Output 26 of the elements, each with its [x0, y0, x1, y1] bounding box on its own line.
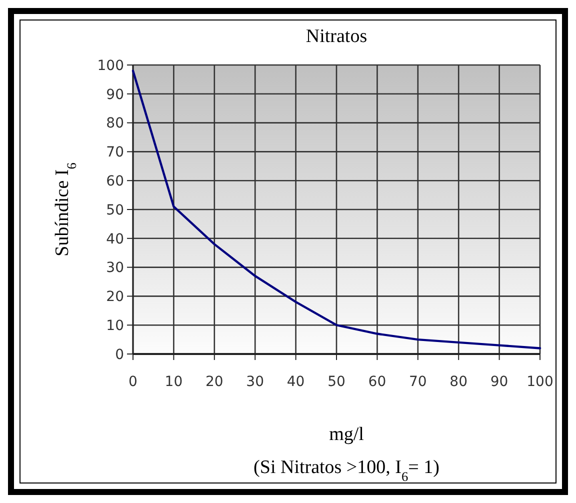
x-tick-label: 50 [328, 374, 346, 390]
y-tick-label: 80 [106, 116, 124, 132]
y-tick-label: 40 [106, 231, 124, 248]
x-tick-label: 0 [128, 374, 138, 390]
y-tick-label: 10 [106, 318, 124, 334]
y-tick-label: 60 [106, 174, 124, 190]
x-tick-label: 20 [205, 374, 224, 390]
x-tick-label: 30 [246, 374, 264, 390]
x-tick-label: 100 [526, 374, 554, 390]
x-tick-label: 40 [286, 374, 305, 390]
y-tick-label: 100 [97, 58, 124, 74]
x-tick-label: 60 [368, 374, 386, 390]
y-tick-label: 0 [115, 346, 124, 363]
x-tick-label: 90 [490, 374, 508, 390]
chart-title: Nitratos [306, 26, 368, 47]
x-tick-label: 10 [164, 374, 183, 390]
y-tick-label: 50 [106, 202, 124, 218]
y-tick-label: 30 [106, 260, 124, 276]
y-tick-label: 90 [106, 86, 124, 103]
line-series [132, 70, 542, 350]
y-tick-label: 20 [106, 289, 124, 306]
x-tick-label: 70 [408, 374, 427, 390]
x-axis-title: mg/l [329, 424, 364, 445]
text: (Si Nitratos >100, I$_{6}$= 1) [254, 457, 440, 484]
y-tick-label: 70 [106, 144, 124, 161]
x-tick-label: 80 [450, 374, 468, 390]
